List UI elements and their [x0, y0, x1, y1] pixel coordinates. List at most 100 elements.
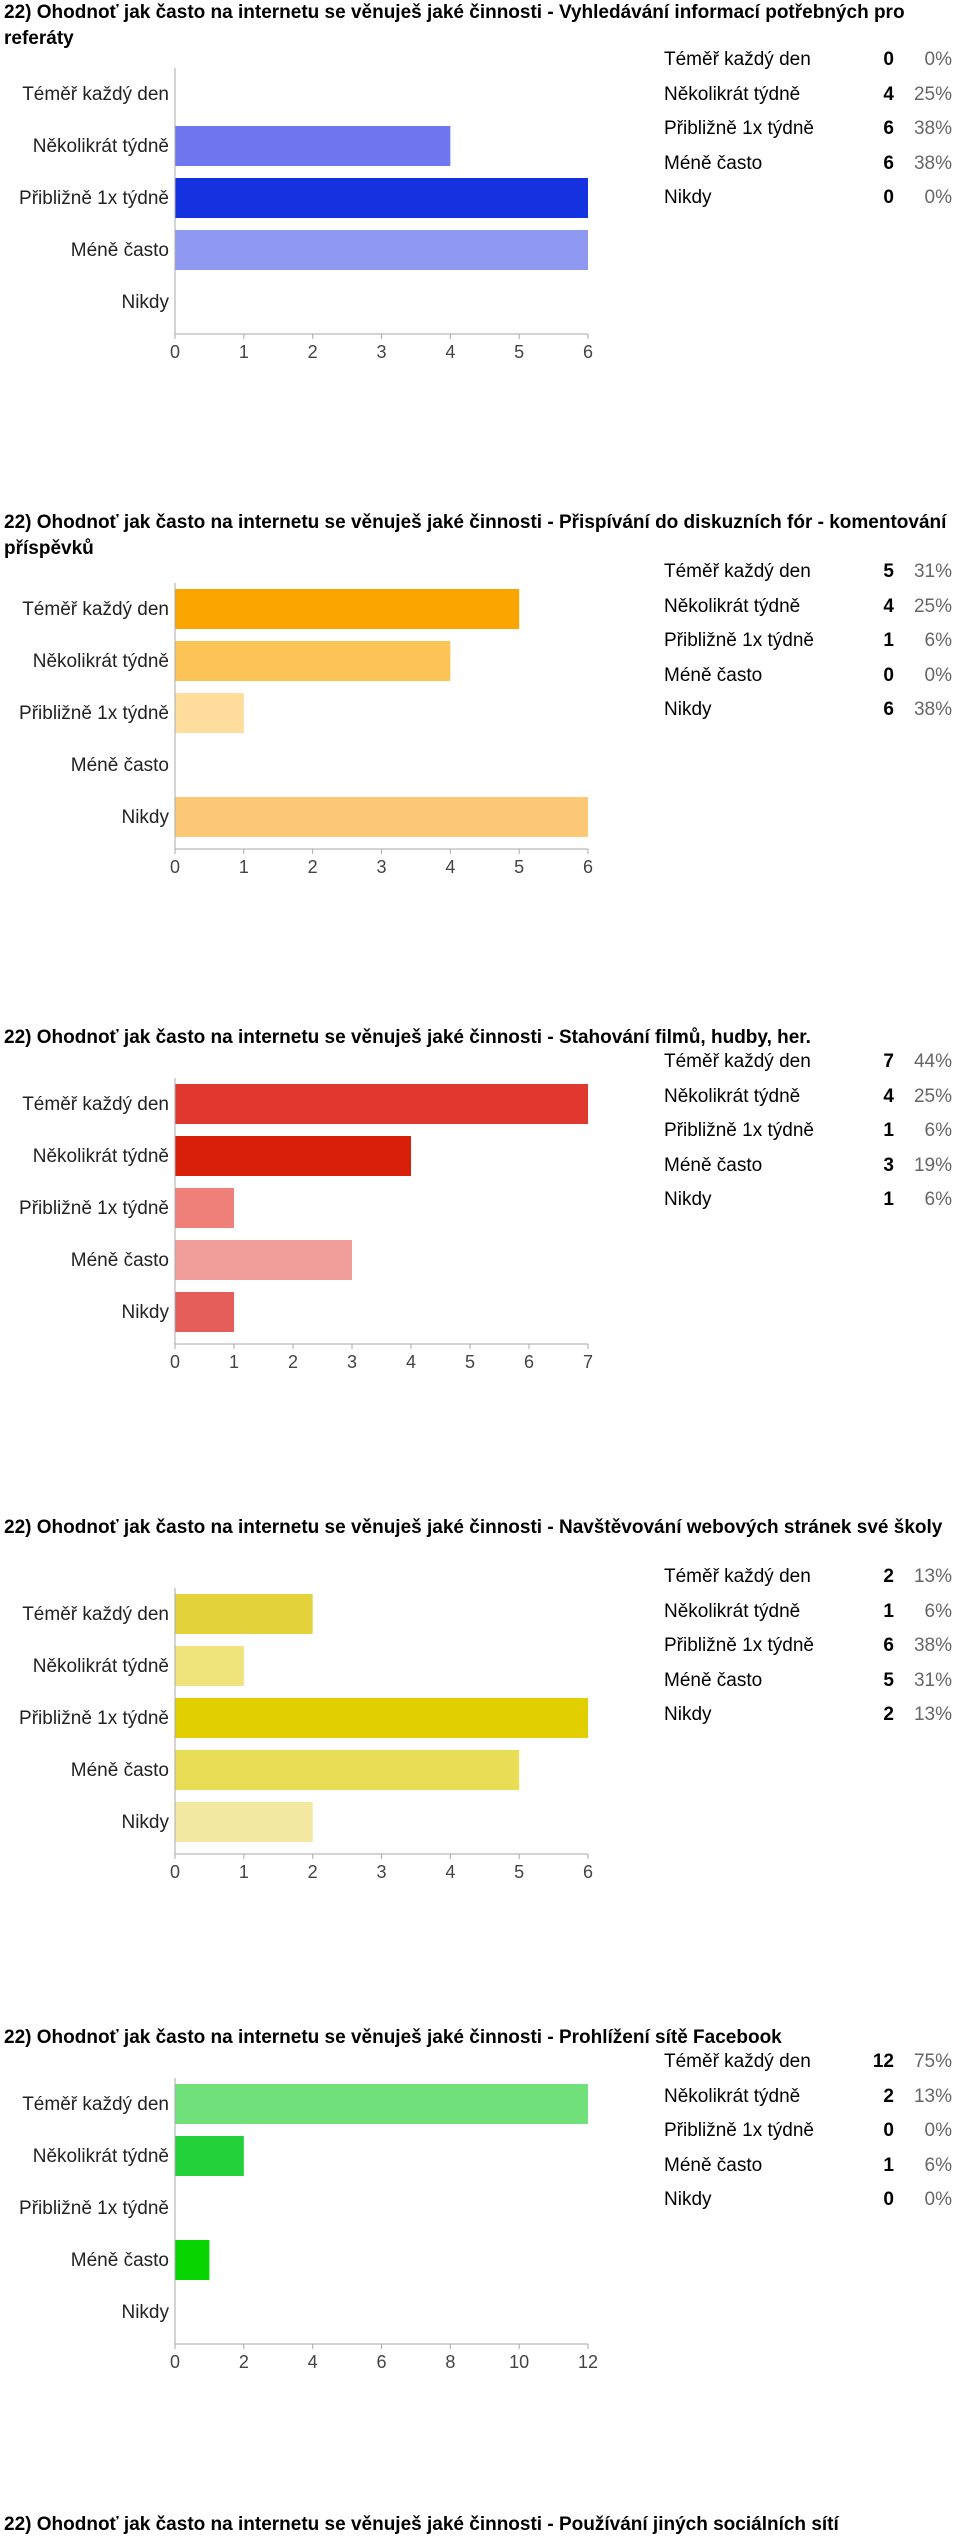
legend-count: 0: [883, 49, 894, 70]
category-label: Několikrát týdně: [33, 1146, 169, 1167]
category-label: Přibližně 1x týdně: [19, 188, 169, 209]
bar: [175, 1084, 588, 1124]
x-tick-label: 4: [445, 1862, 455, 1882]
legend-count: 0: [883, 2120, 894, 2141]
legend-count: 0: [883, 664, 894, 686]
legend-row: Přibližně 1x týdně 1 6%: [664, 1114, 960, 1149]
x-tick-label: 1: [239, 857, 249, 877]
legend-row: Téměř každý den 12 75%: [664, 2045, 960, 2080]
bar-chart: Téměř každý den Několikrát týdně Přibližně…: [19, 1588, 593, 1882]
legend-row: Méně často 1 6%: [664, 2149, 960, 2184]
category-label: Nikdy: [121, 1302, 169, 1323]
legend-count: 6: [883, 152, 894, 174]
legend-label: Několikrát týdně: [664, 83, 801, 105]
x-tick-label: 1: [229, 1352, 239, 1372]
legend-count: 0: [883, 2189, 894, 2210]
legend-percent: 13%: [913, 2085, 952, 2107]
legend-label: Téměř každý den: [664, 49, 811, 70]
category-label: Několikrát týdně: [33, 651, 169, 672]
legend-label: Několikrát týdně: [664, 595, 801, 617]
legend-percent: 38%: [913, 699, 952, 720]
legend-percent: 6%: [924, 1600, 952, 1622]
question-title: 22) Ohodnoť jak často na internetu se vě…: [4, 512, 947, 559]
bar: [175, 2240, 210, 2280]
legend-label: Nikdy: [664, 699, 712, 720]
bar: [175, 178, 588, 218]
x-tick-label: 3: [376, 342, 386, 362]
legend-count: 5: [883, 1669, 894, 1691]
x-tick-label: 2: [308, 342, 318, 362]
category-label: Několikrát týdně: [33, 136, 169, 157]
legend-percent: 6%: [924, 2154, 952, 2176]
response-legend: Téměř každý den 2 13% Několikrát týdně 1 6% …: [664, 1560, 960, 1733]
bar: [175, 589, 520, 629]
legend-row: Přibližně 1x týdně 6 38%: [664, 112, 960, 147]
response-legend: Téměř každý den 0 0% Několikrát týdně 4 25% …: [664, 43, 960, 216]
bar: [175, 1240, 352, 1280]
legend-count: 6: [883, 118, 894, 139]
bar: [175, 1698, 588, 1738]
x-tick-label: 4: [445, 342, 455, 362]
legend-count: 4: [883, 83, 894, 105]
x-tick-label: 5: [514, 857, 524, 877]
bar: [175, 693, 244, 733]
legend-label: Přibližně 1x týdně: [664, 2120, 814, 2141]
category-label: Téměř každý den: [22, 599, 169, 620]
x-tick-label: 3: [376, 857, 386, 877]
legend-percent: 25%: [913, 1085, 952, 1107]
category-label: Méně často: [71, 2250, 169, 2271]
x-tick-label: 5: [465, 1352, 475, 1372]
category-label: Přibližně 1x týdně: [19, 1198, 169, 1219]
bar: [175, 1136, 411, 1176]
legend-percent: 31%: [913, 561, 952, 582]
x-tick-label: 4: [308, 2352, 318, 2372]
x-tick-label: 2: [288, 1352, 298, 1372]
legend-percent: 38%: [913, 152, 952, 174]
x-tick-label: 2: [239, 2352, 249, 2372]
legend-count: 12: [872, 2051, 894, 2072]
legend-row: Téměř každý den 7 44%: [664, 1045, 960, 1080]
category-label: Téměř každý den: [22, 84, 169, 105]
category-label: Několikrát týdně: [33, 1656, 169, 1677]
legend-label: Téměř každý den: [664, 1051, 811, 1072]
x-tick-label: 6: [583, 342, 593, 362]
legend-row: Téměř každý den 5 31%: [664, 555, 960, 590]
legend-label: Téměř každý den: [664, 1566, 811, 1587]
x-tick-label: 7: [583, 1352, 593, 1372]
category-label: Téměř každý den: [22, 2094, 169, 2115]
legend-count: 1: [883, 1120, 894, 1141]
legend-row: Několikrát týdně 1 6%: [664, 1595, 960, 1630]
legend-count: 3: [883, 1154, 894, 1176]
x-tick-label: 2: [308, 857, 318, 877]
category-label: Méně často: [71, 1250, 169, 1271]
legend-count: 6: [883, 699, 894, 720]
legend-percent: 38%: [913, 1635, 952, 1656]
category-label: Téměř každý den: [22, 1604, 169, 1625]
bar-chart: Téměř každý den Několikrát týdně Přibližně…: [19, 1078, 593, 1372]
legend-row: Několikrát týdně 4 25%: [664, 590, 960, 625]
response-legend: Téměř každý den 5 31% Několikrát týdně 4 25%…: [664, 555, 960, 728]
x-tick-label: 4: [445, 857, 455, 877]
legend-label: Méně často: [664, 1669, 763, 1691]
legend-count: 1: [883, 2154, 894, 2176]
x-tick-label: 1: [239, 1862, 249, 1882]
bar: [175, 1750, 520, 1790]
legend-label: Nikdy: [664, 2189, 712, 2210]
question-title: 22) Ohodnoť jak často na internetu se vě…: [4, 1517, 943, 1538]
x-tick-label: 0: [170, 857, 180, 877]
legend-count: 2: [883, 1566, 894, 1587]
legend-count: 2: [883, 1704, 894, 1725]
legend-row: Několikrát týdně 4 25%: [664, 1080, 960, 1115]
legend-count: 1: [883, 1189, 894, 1210]
legend-percent: 13%: [913, 1566, 952, 1587]
bar: [175, 1802, 313, 1842]
x-tick-label: 0: [170, 342, 180, 362]
question-title: 22) Ohodnoť jak často na internetu se vě…: [4, 2, 905, 49]
bar: [175, 1646, 244, 1686]
legend-row: Méně často 3 19%: [664, 1149, 960, 1184]
x-tick-label: 5: [514, 1862, 524, 1882]
legend-percent: 0%: [924, 2189, 952, 2210]
bar-chart: Téměř každý den Několikrát týdně Přibližně…: [19, 68, 593, 362]
legend-label: Přibližně 1x týdně: [664, 1120, 814, 1141]
x-tick-label: 3: [347, 1352, 357, 1372]
